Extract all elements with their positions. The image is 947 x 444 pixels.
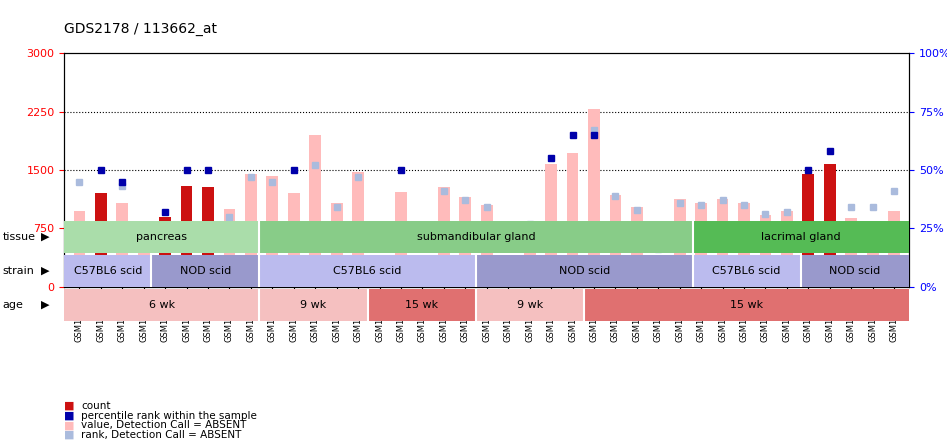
- Bar: [259, 255, 476, 287]
- Text: value, Detection Call = ABSENT: value, Detection Call = ABSENT: [81, 420, 247, 430]
- Bar: [610, 195, 621, 287]
- Bar: [545, 164, 557, 287]
- Text: NOD scid: NOD scid: [180, 266, 231, 276]
- Bar: [64, 221, 259, 253]
- Bar: [481, 205, 492, 287]
- Text: count: count: [81, 401, 111, 411]
- Bar: [223, 209, 236, 287]
- Bar: [116, 203, 128, 287]
- Bar: [259, 289, 367, 321]
- Bar: [738, 203, 750, 287]
- Bar: [524, 250, 536, 287]
- Text: C57BL6 scid: C57BL6 scid: [333, 266, 402, 276]
- Bar: [202, 187, 214, 287]
- Text: 9 wk: 9 wk: [517, 300, 544, 309]
- Bar: [95, 194, 107, 287]
- Bar: [802, 174, 814, 287]
- Bar: [824, 164, 835, 287]
- Bar: [652, 273, 664, 287]
- Bar: [476, 289, 584, 321]
- Bar: [692, 221, 909, 253]
- Bar: [502, 273, 514, 287]
- Bar: [159, 217, 171, 287]
- Bar: [888, 210, 900, 287]
- Bar: [867, 222, 879, 287]
- Bar: [95, 194, 107, 287]
- Bar: [674, 199, 686, 287]
- Bar: [159, 217, 171, 287]
- Text: 15 wk: 15 wk: [730, 300, 763, 309]
- Bar: [417, 279, 428, 287]
- Bar: [266, 176, 278, 287]
- Bar: [824, 164, 835, 287]
- Bar: [352, 172, 364, 287]
- Text: ■: ■: [64, 430, 75, 440]
- Text: rank, Detection Call = ABSENT: rank, Detection Call = ABSENT: [81, 430, 241, 440]
- Bar: [459, 197, 472, 287]
- Text: pancreas: pancreas: [136, 232, 188, 242]
- Text: 15 wk: 15 wk: [405, 300, 438, 309]
- Bar: [310, 135, 321, 287]
- Text: ■: ■: [64, 401, 75, 411]
- Bar: [476, 255, 692, 287]
- Text: GDS2178 / 113662_at: GDS2178 / 113662_at: [64, 21, 218, 36]
- Bar: [781, 210, 793, 287]
- Bar: [288, 194, 299, 287]
- Text: 9 wk: 9 wk: [300, 300, 327, 309]
- Text: ■: ■: [64, 420, 75, 430]
- Bar: [438, 187, 450, 287]
- Bar: [181, 186, 192, 287]
- Text: ▶: ▶: [41, 266, 49, 276]
- Text: tissue: tissue: [3, 232, 36, 242]
- Bar: [584, 289, 909, 321]
- Bar: [588, 109, 599, 287]
- Bar: [245, 174, 257, 287]
- Text: age: age: [3, 300, 24, 309]
- Bar: [64, 255, 151, 287]
- Bar: [151, 255, 259, 287]
- Text: lacrimal gland: lacrimal gland: [761, 232, 841, 242]
- Bar: [846, 218, 857, 287]
- Text: C57BL6 scid: C57BL6 scid: [712, 266, 781, 276]
- Bar: [138, 234, 150, 287]
- Text: ■: ■: [64, 411, 75, 420]
- Bar: [259, 221, 692, 253]
- Bar: [395, 192, 407, 287]
- Bar: [717, 199, 728, 287]
- Text: NOD scid: NOD scid: [559, 266, 610, 276]
- Bar: [374, 279, 385, 287]
- Bar: [74, 210, 85, 287]
- Bar: [802, 210, 814, 287]
- Bar: [566, 153, 579, 287]
- Text: 6 wk: 6 wk: [149, 300, 175, 309]
- Text: ▶: ▶: [41, 300, 49, 309]
- Text: percentile rank within the sample: percentile rank within the sample: [81, 411, 258, 420]
- Bar: [692, 255, 801, 287]
- Bar: [801, 255, 909, 287]
- Bar: [64, 289, 259, 321]
- Text: strain: strain: [3, 266, 35, 276]
- Text: NOD scid: NOD scid: [830, 266, 881, 276]
- Bar: [367, 289, 476, 321]
- Bar: [202, 187, 214, 287]
- Bar: [759, 215, 772, 287]
- Bar: [181, 186, 192, 287]
- Text: submandibular gland: submandibular gland: [417, 232, 535, 242]
- Bar: [331, 203, 343, 287]
- Bar: [695, 203, 707, 287]
- Bar: [631, 207, 643, 287]
- Text: ▶: ▶: [41, 232, 49, 242]
- Text: C57BL6 scid: C57BL6 scid: [74, 266, 142, 276]
